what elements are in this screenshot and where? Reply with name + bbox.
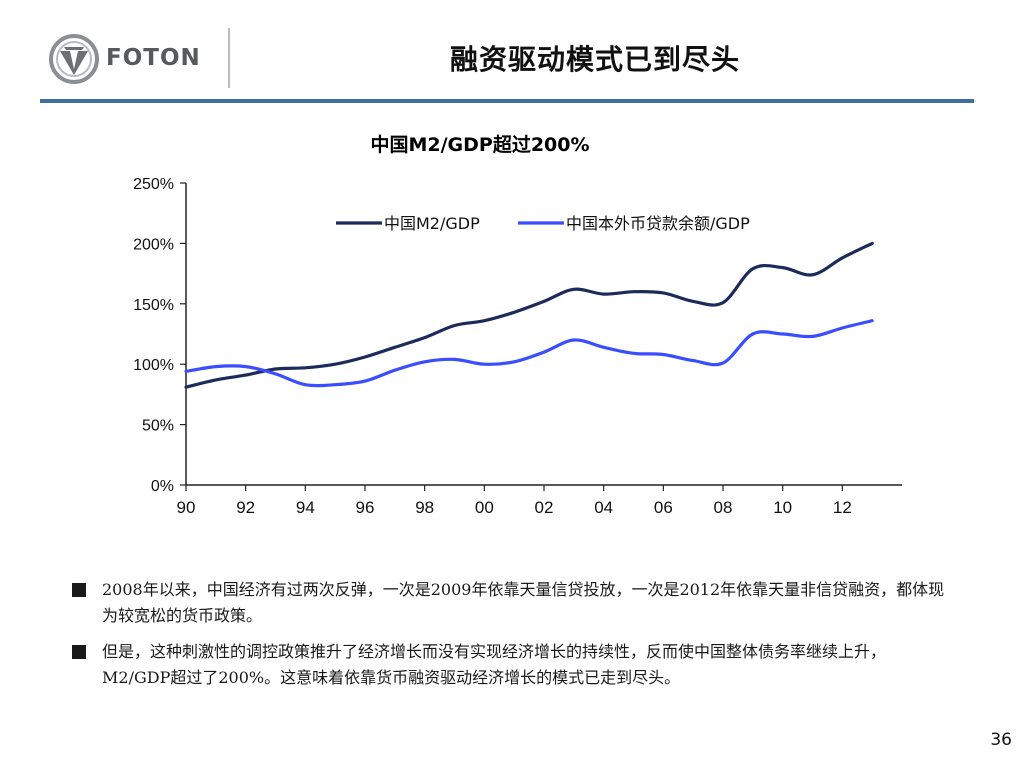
x-tick-label: 00 [475,498,494,517]
m2-gdp-chart: 250% 200% 150% 100% 50% 0% 90 92 94 96 98 00 02 04 06… [133,176,902,517]
bullet-text: 但是，这种刺激性的调控政策推升了经济增长而没有实现经济增长的持续性，反而使中国整… [102,642,887,687]
bullet-square-icon [72,583,86,597]
series-line-m2-gdp [184,241,874,389]
x-tick-label: 06 [654,498,673,517]
y-tick-label: 150% [133,297,174,314]
bullet-list: 2008年以来，中国经济有过两次反弹，一次是2009年依靠天量信贷投放，一次是2… [72,577,952,701]
bullet-item: 但是，这种刺激性的调控政策推升了经济增长而没有实现经济增长的持续性，反而使中国整… [72,639,952,691]
legend-label: 中国M2/GDP [384,214,480,233]
y-tick-label: 250% [133,176,174,193]
x-tick-label: 92 [236,498,255,517]
y-tick-label: 100% [133,357,174,374]
legend-label: 中国本外币贷款余额/GDP [566,214,750,233]
x-tick-label: 94 [296,498,315,517]
y-tick-label: 0% [151,478,174,495]
x-tick-label: 02 [535,498,554,517]
y-tick-label: 200% [133,236,174,253]
slide-header: FOTON 融资驱动模式已到尽头 [0,0,1024,104]
x-tick-label: 90 [177,498,196,517]
foton-logo: FOTON [48,33,208,89]
series-layer [184,241,874,389]
bullet-item: 2008年以来，中国经济有过两次反弹，一次是2009年依靠天量信贷投放，一次是2… [72,577,952,629]
x-tick-label: 08 [714,498,733,517]
chart-title: 中国M2/GDP超过200% [370,134,590,156]
foton-badge-icon [49,34,99,84]
x-tick-label: 04 [594,498,613,517]
series-line-loan-gdp [184,319,874,388]
chart-legend: 中国M2/GDP 中国本外币贷款余额/GDP [336,214,750,233]
slide-title: 融资驱动模式已到尽头 [449,43,740,76]
header-divider [228,28,230,88]
bullet-text: 2008年以来，中国经济有过两次反弹，一次是2009年依靠天量信贷投放，一次是2… [102,580,945,625]
x-axis: 90 92 94 96 98 00 02 04 06 08 10 12 [177,484,902,517]
x-tick-label: 12 [833,498,852,517]
y-tick-label: 50% [142,418,174,435]
x-tick-label: 96 [356,498,375,517]
bullet-square-icon [72,645,86,659]
logo-text: FOTON [106,45,201,71]
x-tick-label: 98 [415,498,434,517]
header-rule [40,99,974,103]
x-tick-label: 10 [773,498,792,517]
page-number: 36 [990,730,1012,750]
y-axis: 250% 200% 150% 100% 50% 0% [133,176,187,495]
